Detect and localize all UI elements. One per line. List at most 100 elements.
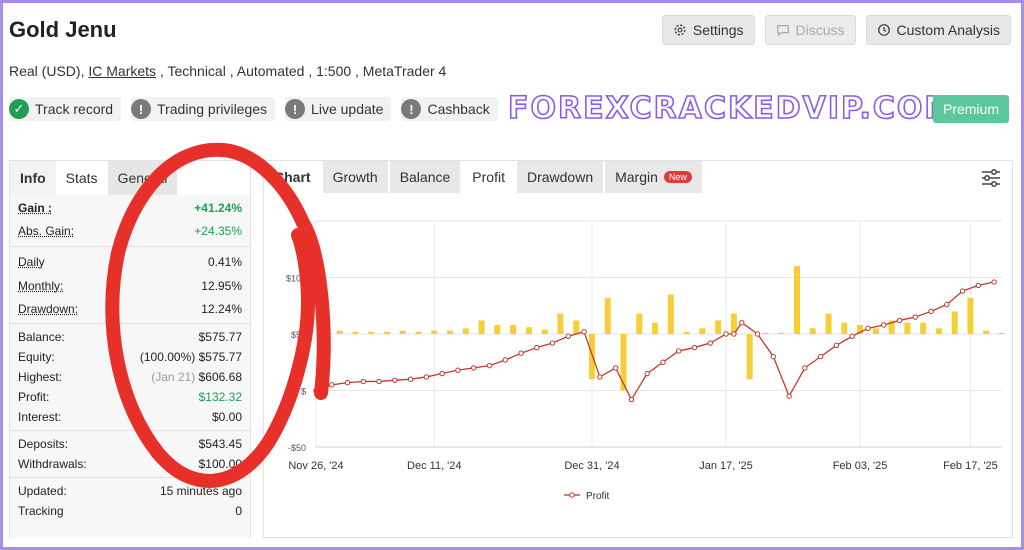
profit-bar (415, 331, 422, 334)
profit-point (676, 348, 682, 354)
profit-point (802, 365, 808, 371)
profit-point (329, 382, 335, 388)
y-tick-label: -$50 (288, 443, 306, 453)
tab-info[interactable]: Info (10, 161, 56, 195)
profit-point (392, 377, 398, 384)
discuss-label: Discuss (795, 22, 845, 38)
gain-label: Gain : (18, 201, 53, 215)
profit-bar (431, 330, 438, 334)
profit-point (959, 288, 966, 294)
tab-margin[interactable]: Margin New (605, 161, 702, 193)
profit-bar (462, 328, 469, 334)
profit-point (691, 344, 698, 351)
verification-badges: ✓ Track record ! Trading privileges ! Li… (9, 97, 498, 121)
highest-date: (Jan 21) (151, 370, 196, 384)
tab-drawdown[interactable]: Drawdown (516, 161, 604, 193)
x-tick-label: Jan 17, '25 (699, 460, 752, 472)
profit-bar (683, 331, 690, 334)
profit-point (881, 322, 887, 328)
badge-label: Cashback (427, 101, 490, 117)
profit-point (423, 374, 430, 380)
deposits-label: Deposits: (18, 437, 69, 451)
badge-track-record[interactable]: ✓ Track record (9, 97, 122, 121)
settings-label: Settings (692, 22, 744, 38)
broker-link[interactable]: IC Markets (88, 63, 157, 79)
badge-trading-privileges[interactable]: ! Trading privileges (131, 97, 276, 121)
badge-cashback[interactable]: ! Cashback (401, 97, 498, 121)
profit-point (754, 331, 761, 337)
profit-point (660, 359, 666, 365)
profit-bar (557, 313, 564, 334)
profit-point (518, 350, 524, 356)
badge-live-update[interactable]: ! Live update (285, 97, 392, 121)
exclamation-icon: ! (401, 99, 422, 119)
discuss-button[interactable]: Discuss (764, 15, 856, 45)
abs-gain-value: +24.35% (194, 224, 242, 238)
profit-bar (478, 320, 485, 334)
stats-list: Gain : +41.24% Abs. Gain: +24.35% Daily 0.4… (10, 195, 250, 538)
divider (10, 246, 250, 247)
profit-point (739, 320, 745, 326)
y-tick-label: $ (301, 217, 306, 227)
profit-point (455, 367, 461, 373)
profit-bar (872, 328, 879, 334)
profit-bar (604, 297, 611, 334)
profit-bar (320, 331, 327, 334)
tab-general[interactable]: General (107, 161, 178, 195)
profit-bar (904, 322, 911, 334)
highest-label: Highest: (18, 370, 63, 384)
profit-point (912, 314, 918, 320)
profit-bar (746, 334, 753, 380)
profit-bar (541, 329, 548, 334)
profit-bar (620, 334, 627, 391)
profit-point (407, 376, 414, 382)
profit-bar (352, 331, 359, 334)
profit-point (865, 325, 871, 332)
profit-bar (967, 297, 974, 334)
profit-point (612, 365, 619, 371)
profit-bar (730, 313, 737, 334)
custom-analysis-button[interactable]: Custom Analysis (865, 15, 1011, 45)
profit-point (549, 340, 556, 346)
gain-value: +41.24% (194, 201, 242, 215)
filter-settings-icon[interactable] (980, 167, 1002, 189)
profit-bar (715, 320, 722, 334)
account-details: , Technical , Automated , 1:500 , MetaTr… (159, 63, 447, 79)
premium-button[interactable]: Premium (932, 95, 1009, 123)
account-type: Real (USD), (9, 63, 85, 79)
profit-bar (510, 324, 517, 334)
x-tick-label: Nov 26, '24 (288, 460, 343, 472)
profit-bar (841, 322, 848, 334)
profit-point (581, 329, 587, 335)
gear-icon (674, 24, 686, 36)
profit-bar (935, 328, 942, 334)
profit-bar (857, 324, 864, 334)
profit-bar (825, 313, 832, 334)
profit-point (896, 317, 903, 324)
deposits-value: $543.45 (198, 437, 242, 451)
tab-stats[interactable]: Stats (55, 161, 108, 195)
profit-point (786, 393, 792, 399)
tab-growth[interactable]: Growth (322, 161, 388, 193)
profit-chart: $ $100 $50 $ -$50 Nov 26, '24 Dec 11, '24 Dec 3… (286, 217, 1005, 502)
profit-bar (778, 332, 785, 334)
profit-point (644, 370, 650, 377)
settings-button[interactable]: Settings (661, 15, 755, 45)
top-actions: Settings Discuss Custom Analysis (661, 15, 1011, 45)
tab-chart[interactable]: Chart (264, 161, 321, 193)
profit-bar (636, 313, 643, 334)
tab-balance[interactable]: Balance (389, 161, 461, 193)
profit-point (628, 396, 635, 403)
balance-value: $575.77 (198, 330, 242, 344)
exclamation-icon: ! (285, 99, 306, 119)
monthly-value: 12.95% (201, 279, 242, 293)
profit-point (817, 353, 824, 360)
exclamation-icon: ! (131, 99, 152, 119)
profit-bar (888, 320, 895, 334)
updated-value: 15 minutes ago (159, 484, 242, 498)
profit-bar (494, 324, 501, 334)
daily-value: 0.41% (207, 255, 242, 269)
stats-tabs: Info Stats General (10, 161, 250, 195)
profit-point (486, 362, 493, 369)
tab-profit[interactable]: Profit (462, 161, 515, 193)
